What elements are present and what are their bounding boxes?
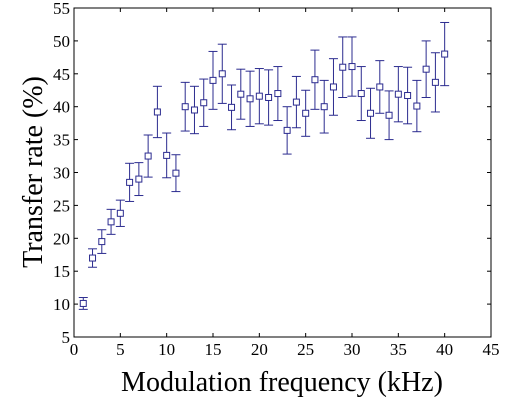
data-point (320, 103, 328, 111)
data-point (404, 92, 412, 100)
x-ticks: 0 5 10 15 20 25 30 35 40 45 (70, 8, 500, 359)
y-tick-label: 25 (53, 196, 70, 215)
y-tick-label: 35 (53, 131, 70, 150)
data-point (181, 103, 189, 111)
data-point (200, 99, 208, 107)
data-point (228, 103, 236, 111)
data-point (172, 169, 180, 177)
x-tick-label: 0 (70, 340, 79, 359)
x-tick-label: 10 (158, 340, 175, 359)
data-point (190, 106, 198, 114)
data-point (246, 95, 254, 103)
data-point (348, 63, 356, 71)
data-point (292, 98, 300, 106)
data-point (107, 218, 115, 226)
data-point (135, 175, 143, 183)
data-point (329, 83, 337, 91)
plot-frame (73, 7, 492, 338)
data-point (367, 109, 375, 117)
x-tick-label: 35 (390, 340, 407, 359)
data-point (311, 76, 319, 84)
y-tick-label: 55 (53, 0, 70, 18)
data-point (274, 90, 282, 98)
x-axis-title: Modulation frequency (kHz) (121, 367, 443, 398)
data-point (144, 152, 152, 160)
x-tick-label: 25 (297, 340, 314, 359)
error-bars (78, 21, 450, 310)
data-point (339, 63, 347, 71)
data-point (265, 93, 273, 101)
y-axis-title: Transfer rate (%) (18, 76, 49, 268)
x-tick-label: 15 (205, 340, 222, 359)
x-tick-label: 5 (116, 340, 125, 359)
y-tick-label: 40 (53, 98, 70, 117)
y-tick-label: 50 (53, 32, 70, 51)
data-point (394, 90, 402, 98)
data-point (126, 178, 134, 186)
data-point (163, 151, 171, 159)
data-point (98, 238, 106, 246)
data-point (237, 90, 245, 98)
data-point (376, 83, 384, 91)
data-point (283, 126, 291, 134)
y-tick-label: 30 (53, 164, 70, 183)
data-point (357, 90, 365, 98)
x-tick-label: 45 (483, 340, 500, 359)
data-point (116, 209, 124, 217)
data-point (302, 109, 310, 117)
data-point (431, 78, 439, 86)
data-point (385, 111, 393, 119)
data-point (79, 299, 87, 307)
data-point (153, 108, 161, 116)
data-point (218, 70, 226, 78)
data-point (441, 50, 449, 58)
y-tick-label: 45 (53, 65, 70, 84)
y-tick-label: 5 (62, 328, 71, 347)
data-point (413, 102, 421, 110)
x-tick-label: 30 (344, 340, 361, 359)
y-tick-label: 10 (53, 295, 70, 314)
data-point (422, 65, 430, 73)
data-point (209, 76, 217, 84)
data-points (79, 50, 449, 307)
x-tick-label: 20 (251, 340, 268, 359)
x-tick-label: 40 (436, 340, 453, 359)
y-tick-label: 20 (53, 229, 70, 248)
y-tick-label: 15 (53, 262, 70, 281)
y-ticks: 5 10 15 20 25 30 35 40 45 50 55 (53, 0, 491, 347)
data-point (89, 254, 97, 262)
data-point (255, 92, 263, 100)
